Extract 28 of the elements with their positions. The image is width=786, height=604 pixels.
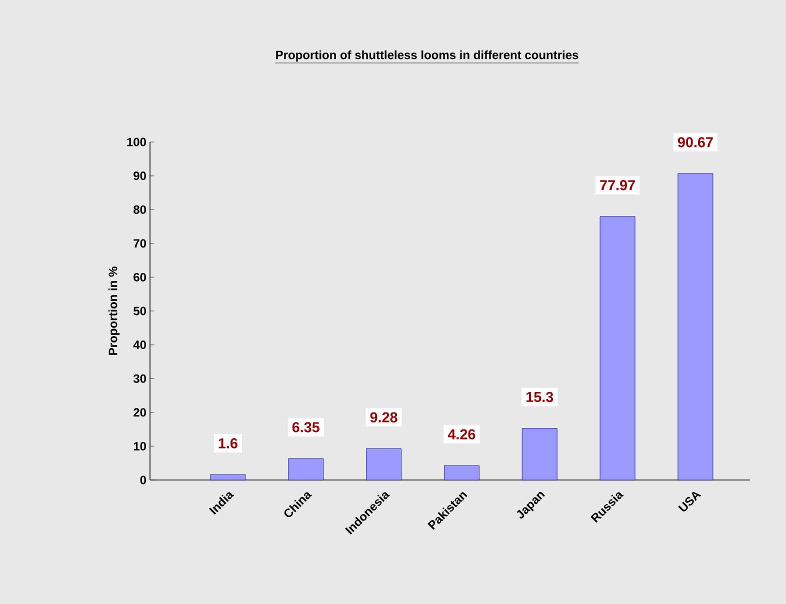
y-tick-label: 40 bbox=[133, 340, 146, 350]
bar bbox=[210, 474, 246, 480]
y-tick-label: 20 bbox=[134, 408, 146, 417]
bar bbox=[522, 428, 558, 480]
data-label: 90.67 bbox=[678, 137, 713, 148]
bar bbox=[366, 448, 402, 480]
y-tick-label: 80 bbox=[134, 205, 146, 214]
y-tick-label: 100 bbox=[127, 138, 146, 146]
bar bbox=[444, 465, 480, 480]
bar bbox=[600, 216, 636, 480]
data-label: 1.6 bbox=[218, 438, 238, 448]
y-axis-title: Proportion in % bbox=[108, 266, 120, 355]
y-tick-label: 0 bbox=[140, 476, 146, 484]
bar bbox=[288, 458, 324, 480]
y-tick-label: 50 bbox=[134, 306, 146, 316]
y-tick-label: 60 bbox=[134, 272, 146, 282]
y-tick-label: 10 bbox=[134, 442, 146, 450]
x-tick-label: USA bbox=[678, 492, 702, 512]
data-label: 15.3 bbox=[526, 392, 554, 402]
data-label: 4.26 bbox=[448, 429, 476, 440]
bar bbox=[678, 173, 714, 480]
y-tick-label: 90 bbox=[134, 172, 146, 180]
y-tick-label: 30 bbox=[133, 374, 146, 383]
chart-title: Proportion of shuttleless looms in different countries bbox=[276, 50, 578, 62]
y-tick-label: 70 bbox=[134, 239, 146, 248]
data-label: 9.28 bbox=[370, 412, 398, 422]
data-label: 6.35 bbox=[292, 422, 320, 432]
data-label: 77.97 bbox=[600, 180, 635, 190]
